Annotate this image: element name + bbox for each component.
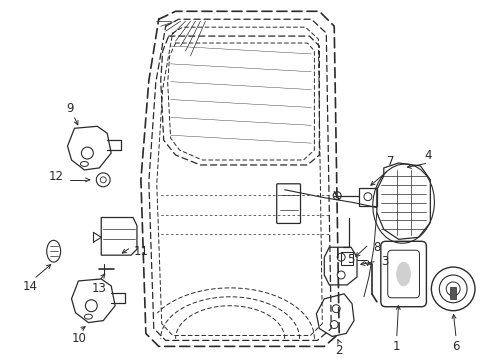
Text: 1: 1 (392, 340, 400, 353)
Text: 13: 13 (92, 282, 106, 295)
Polygon shape (449, 287, 455, 299)
Text: 5: 5 (346, 253, 354, 266)
Text: 11: 11 (133, 245, 148, 258)
Text: 10: 10 (72, 332, 87, 345)
Text: 7: 7 (386, 156, 394, 168)
Text: 9: 9 (66, 102, 73, 115)
Text: 2: 2 (335, 344, 342, 357)
Text: 12: 12 (49, 170, 64, 183)
Text: 14: 14 (22, 280, 37, 293)
Text: 3: 3 (380, 255, 387, 267)
Text: 4: 4 (424, 149, 431, 162)
Text: 8: 8 (372, 241, 380, 254)
Text: 6: 6 (451, 340, 459, 353)
Ellipse shape (396, 262, 410, 286)
